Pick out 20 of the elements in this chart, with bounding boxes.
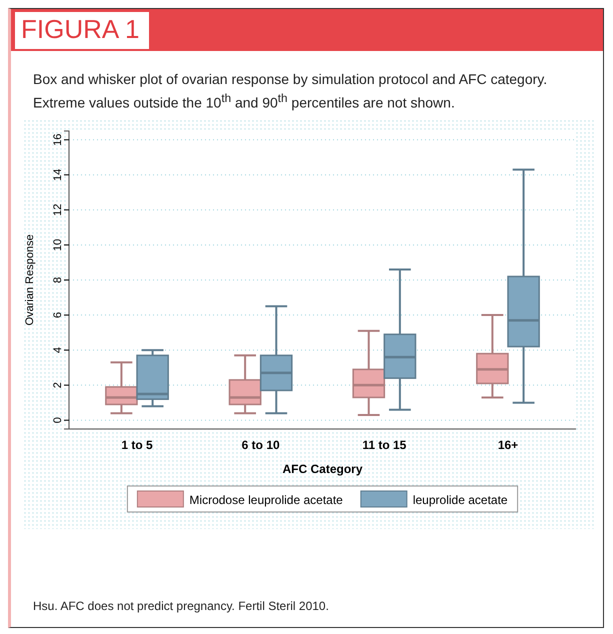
y-tick-label: 16 (52, 133, 64, 146)
x-tick-label: 16+ (498, 437, 518, 452)
chart-title: FIGURA 1 (15, 12, 150, 49)
y-tick-label: 14 (52, 168, 64, 181)
text: Hsu. AFC does not predict pregnancy. Fertil Steril 2010. (33, 599, 329, 613)
y-tick-label: 4 (52, 346, 64, 353)
y-tick-label: 2 (52, 382, 64, 388)
x-tick-label: 6 to 10 (242, 437, 280, 452)
legend-label: Microdose leuprolide acetate (189, 492, 344, 507)
y-tick-label: 6 (52, 312, 64, 318)
y-tick-label: 10 (52, 238, 64, 251)
y-tick-label: 8 (52, 276, 64, 283)
x-axis-title: AFC Category (282, 462, 363, 476)
legend-label: leuprolide acetate (412, 492, 508, 507)
y-tick-label: 0 (52, 416, 64, 423)
y-tick-label: 12 (52, 203, 64, 216)
x-tick-label: 11 to 15 (362, 437, 407, 452)
chart-subtitle: Box and whisker plot of ovarian response by simulation protocol and AFC category. Extreme values outside the 10$^{th}$ and 90$^{th}$ percentiles are not shown. (33, 70, 548, 113)
y-axis-title: Ovarian Response (24, 234, 36, 326)
x-tick-label: 1 to 5 (121, 437, 154, 452)
